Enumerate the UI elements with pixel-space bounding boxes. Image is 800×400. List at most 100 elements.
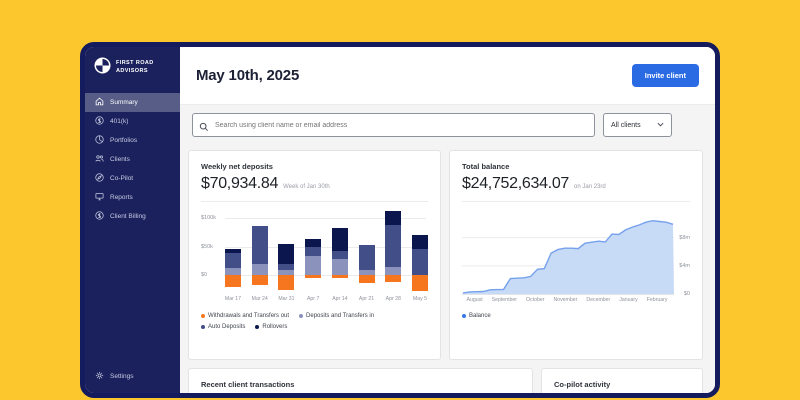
bar-segment [251,263,268,275]
sidebar-item-label: 401(k) [110,118,129,125]
client-filter-dropdown[interactable]: All clients [603,113,672,137]
search-icon [199,119,209,137]
compass-icon [95,173,104,184]
legend-label: Auto Deposits [208,324,246,330]
people-icon [95,154,104,165]
sidebar-nav: Summary 401(k) Por [85,93,180,226]
balance-amount: $24,752,634.07 [462,175,570,192]
x-axis-tick: Mar 17 [224,296,242,302]
month-label: August [466,297,483,303]
bar-column [305,207,322,292]
bar-column [278,207,295,292]
dollar-circle-icon [95,211,104,222]
weekly-net-deposits-card: Weekly net deposits $70,934.84 Week of J… [188,150,441,360]
bar-segment [331,227,348,252]
legend-dot [201,325,205,329]
sidebar-item-copilot[interactable]: Co-Pilot [85,169,180,188]
weekly-amount: $70,934.84 [201,175,279,192]
bar-column [385,207,402,292]
legend-item: Rollovers [255,324,287,330]
brand-name: FIRST ROAD ADVISORS [116,60,154,74]
month-label: September [491,297,518,303]
sidebar-item-401k[interactable]: 401(k) [85,112,180,131]
bar-segment [385,210,402,226]
total-balance-card: Total balance $24,752,634.07 on Jan 23rd… [449,150,703,360]
bar-segment [358,269,375,275]
bar-segment [278,269,295,275]
balance-area-chart: $8m $4m $0 August September October November De… [462,207,690,306]
bar-segment [331,275,348,279]
balance-area-fill [463,220,674,294]
month-label: October [526,297,545,303]
bar-segment [225,252,241,269]
dollar-circle-icon [95,116,104,127]
bar-segment [278,275,295,291]
month-label: November [553,297,578,303]
legend-dot [201,314,205,318]
legend-dot [299,314,304,318]
bar-segment [278,243,295,265]
balance-amount-date: on Jan 23rd [574,184,606,190]
y-axis-tick: $4m [679,262,690,269]
content-area: All clients Weekly net deposits $70,934.… [180,105,715,393]
y-axis-tick: $50k [201,243,213,250]
filter-value: All clients [611,121,641,129]
legend-label: Rollovers [262,324,288,330]
month-label: December [586,297,611,303]
y-axis-tick: $8m [679,234,690,241]
legend-item: Balance [462,313,491,319]
legend-item: Auto Deposits [201,324,245,330]
y-axis-tick: $0 [683,291,690,297]
month-label: February [646,297,668,303]
weekly-amount-period: Week of Jan 30th [283,184,330,190]
sidebar-item-client-billing[interactable]: Client Billing [85,207,180,226]
legend-dot [255,325,260,329]
x-axis-tick: Apr 14 [332,296,348,302]
sidebar-item-label: Co-Pilot [110,175,134,182]
balance-legend: Balance [462,313,677,319]
sidebar-item-label: Settings [110,373,134,380]
bar-segment [412,275,428,291]
bar-segment [385,225,402,267]
invite-client-button[interactable]: Invite client [631,64,699,87]
bar-column [331,207,348,292]
legend-label: Balance [469,313,491,319]
divider [462,201,690,202]
gridline [225,218,426,220]
legend-dot [462,314,466,318]
app-window: FIRST ROAD ADVISORS Summary [80,42,720,398]
bar-segment [385,266,402,275]
monitor-icon [95,192,104,203]
sidebar-item-clients[interactable]: Clients [85,150,180,169]
y-axis-tick: $100k [201,215,216,222]
sidebar-item-settings[interactable]: Settings [85,367,180,386]
card-title: Co-pilot activity [554,380,611,389]
sidebar-item-portfolios[interactable]: Portfolios [85,131,180,150]
sidebar-item-label: Clients [110,156,130,163]
bar-segment [331,258,348,275]
sidebar-item-label: Client Billing [110,213,146,220]
bar-column [358,207,375,292]
recent-transactions-card: Recent client transactions [188,368,533,393]
area-plot [462,219,674,295]
brand-logo: FIRST ROAD ADVISORS [85,47,180,89]
legend-item: Withdrawals and Transfers out [201,313,289,319]
bar-column [412,207,428,292]
chevron-down-icon [657,122,664,129]
card-title: Total balance [462,162,510,171]
bar-segment [251,226,268,264]
weekly-legend: Withdrawals and Transfers out Deposits an… [201,313,416,330]
x-axis-tick: Mar 31 [278,296,295,302]
y-axis-tick: $0 [201,272,208,278]
card-title: Weekly net deposits [201,162,273,171]
legend-item: Deposits and Transfers in [299,313,374,319]
bar-column [225,207,241,292]
sidebar-item-summary[interactable]: Summary [85,93,180,112]
card-title: Recent client transactions [201,380,295,389]
main-area: May 10th, 2025 Invite client All clients [180,47,715,393]
search-input[interactable] [192,113,595,137]
gridline [225,246,426,248]
x-axis-tick: Apr 21 [358,296,375,302]
sidebar-item-reports[interactable]: Reports [85,188,180,207]
